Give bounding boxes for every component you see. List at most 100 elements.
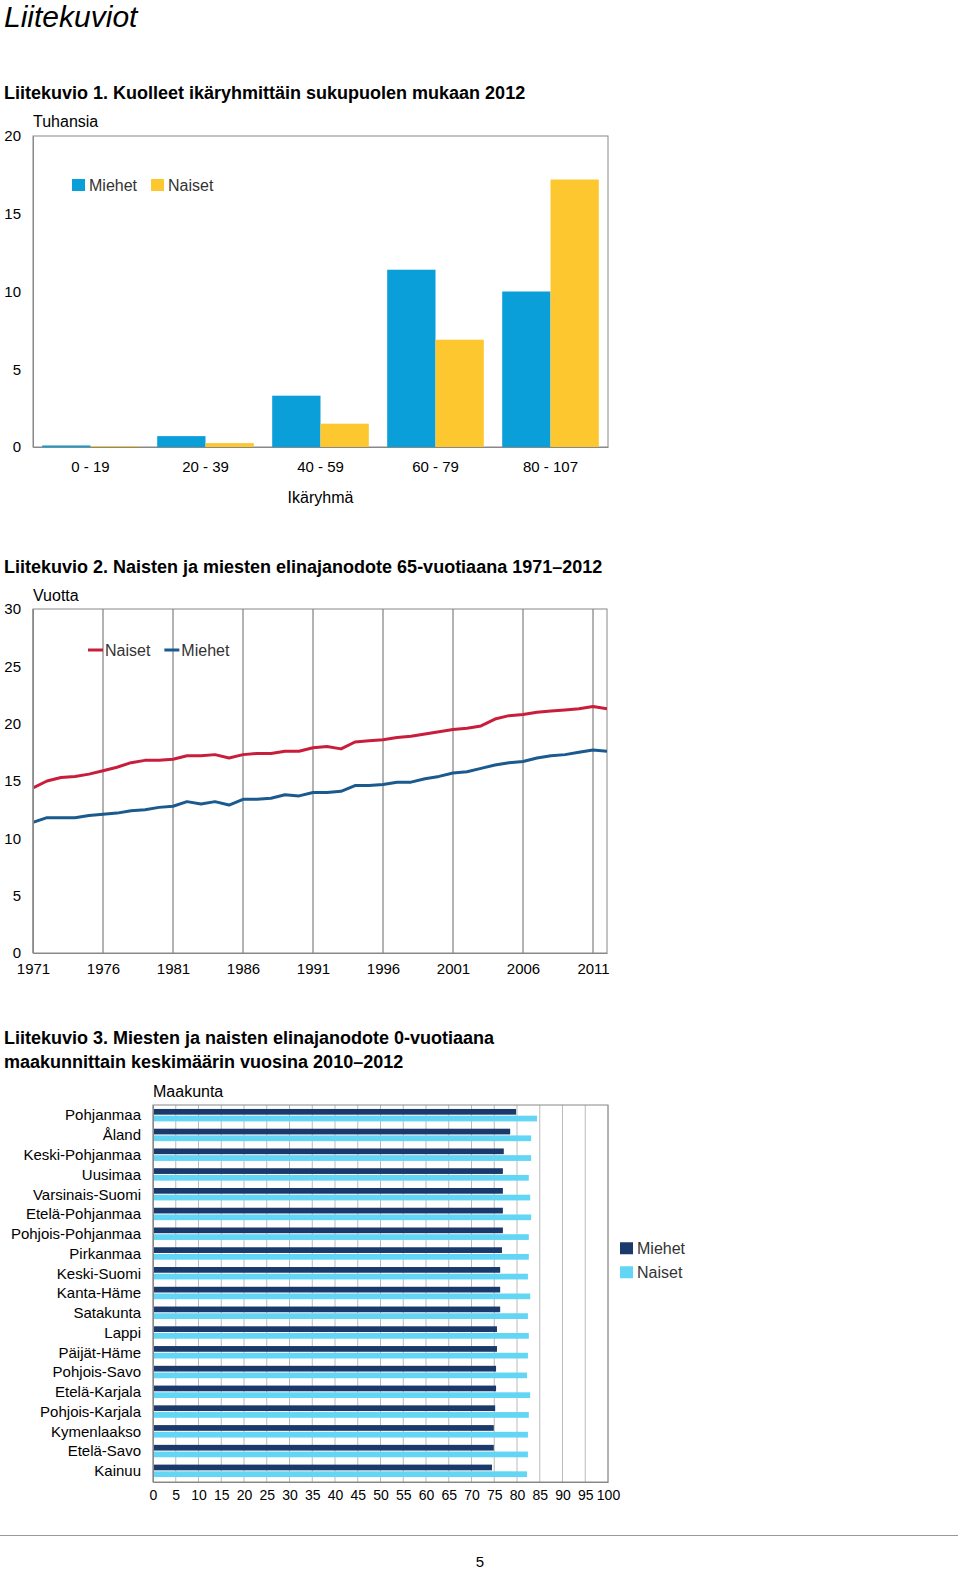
grid — [33, 609, 593, 953]
bar — [153, 1425, 494, 1431]
bar — [502, 292, 550, 448]
bar — [153, 1274, 528, 1280]
tick: 70 — [464, 1482, 480, 1503]
tick-label: 25 — [4, 658, 21, 675]
bar — [153, 1412, 529, 1418]
tick: 1991 — [297, 953, 330, 977]
tick-label: 35 — [305, 1487, 321, 1503]
legend: MiehetNaiset — [72, 177, 214, 194]
tick: 100 — [597, 1482, 621, 1503]
bars — [153, 1109, 537, 1477]
tick: 90 — [555, 1482, 571, 1503]
grid-line — [523, 609, 524, 953]
bar — [153, 1445, 494, 1451]
tick-label: 90 — [555, 1487, 571, 1503]
x-axis: 197119761981198619911996200120062011 — [17, 953, 610, 977]
tick-label: 75 — [487, 1487, 503, 1503]
legend-label: Miehet — [181, 642, 230, 659]
chart: 0510152025301971197619811986199119962001… — [4, 587, 609, 977]
tick-label: 60 - 79 — [412, 458, 459, 475]
legend-item: Miehet — [164, 642, 230, 659]
tick-label: 0 - 19 — [71, 458, 109, 475]
tick-label: Kanta-Häme — [57, 1284, 141, 1301]
tick: 5 — [13, 887, 33, 904]
tick: Keski-Suomi — [57, 1265, 141, 1282]
x-axis: 0 - 1920 - 3940 - 5960 - 7980 - 107 — [34, 448, 609, 475]
tick-label: 2006 — [507, 960, 540, 977]
tick: 60 - 79 — [412, 458, 459, 475]
grid-line — [539, 1105, 540, 1482]
tick-label: 70 — [464, 1487, 480, 1503]
tick: 1971 — [17, 953, 50, 977]
tick: 40 - 59 — [297, 458, 344, 475]
bar — [42, 445, 90, 447]
axis-line — [33, 137, 34, 448]
y-axis: 05101520 — [4, 127, 33, 455]
tick: Etelä-Karjala — [55, 1383, 142, 1400]
tick-label: 80 — [510, 1487, 526, 1503]
bar — [153, 1287, 500, 1293]
bar — [153, 1155, 531, 1161]
tick: Päijät-Häme — [58, 1344, 141, 1361]
tick-label: 10 — [4, 283, 21, 300]
bar — [153, 1254, 529, 1260]
tick: 0 — [13, 438, 33, 455]
legend-item: Naiset — [620, 1264, 683, 1281]
tick-label: 40 - 59 — [297, 458, 344, 475]
tick: 15 — [4, 205, 33, 222]
tick-label: Åland — [103, 1126, 141, 1143]
tick: 60 — [419, 1482, 435, 1503]
tick-label: 1981 — [157, 960, 190, 977]
tick-label: Pirkanmaa — [69, 1245, 141, 1262]
y-axis: PohjanmaaÅlandKeski-PohjanmaaUusimaaVars… — [11, 1106, 154, 1483]
tick-label: Varsinais-Suomi — [33, 1186, 141, 1203]
bar — [153, 1333, 529, 1339]
tick-label: 15 — [214, 1487, 230, 1503]
tick-label: Satakunta — [73, 1304, 141, 1321]
tick-label: 15 — [4, 205, 21, 222]
legend-label: Miehet — [89, 177, 138, 194]
line — [33, 706, 607, 787]
tick: 85 — [532, 1482, 548, 1503]
tick-label: 5 — [172, 1487, 180, 1503]
bar — [153, 1247, 502, 1253]
tick: Uusimaa — [82, 1166, 142, 1183]
tick-label: Etelä-Pohjanmaa — [26, 1205, 142, 1222]
bar — [153, 1168, 503, 1174]
chart-canvas: 051015200 - 1920 - 3940 - 5960 - 7980 - … — [0, 0, 960, 1572]
tick: Etelä-Pohjanmaa — [26, 1205, 142, 1222]
tick-label: 50 — [373, 1487, 389, 1503]
plot-frame — [33, 609, 607, 953]
tick-label: 60 — [419, 1487, 435, 1503]
tick-label: Pohjois-Savo — [53, 1363, 141, 1380]
tick: 2001 — [437, 953, 470, 977]
bar — [436, 340, 484, 447]
chart: 0510152025303540455055606570758085909510… — [11, 1083, 686, 1503]
footer-rule — [0, 1535, 958, 1536]
x-axis: 0510152025303540455055606570758085909510… — [150, 1482, 621, 1503]
tick: Kymenlaakso — [51, 1423, 141, 1440]
bar — [153, 1175, 529, 1181]
tick-label: Pohjois-Karjala — [40, 1403, 142, 1420]
tick: Pirkanmaa — [69, 1245, 141, 1262]
bar — [153, 1116, 537, 1122]
tick: Keski-Pohjanmaa — [23, 1146, 141, 1163]
tick: 1981 — [157, 953, 190, 977]
tick-label: 20 — [4, 127, 21, 144]
tick: 80 — [510, 1482, 526, 1503]
plot-frame — [33, 136, 608, 447]
tick-label: Keski-Pohjanmaa — [23, 1146, 141, 1163]
tick: 10 — [191, 1482, 207, 1503]
grid — [153, 1105, 608, 1482]
bar — [153, 1129, 510, 1135]
tick-label: 1976 — [87, 960, 120, 977]
tick: 10 — [4, 830, 33, 847]
legend-item: Naiset — [88, 642, 151, 659]
tick-label: 1991 — [297, 960, 330, 977]
bar — [157, 436, 205, 447]
tick-label: 30 — [4, 600, 21, 617]
page-number: 5 — [0, 1553, 960, 1570]
chart-title: Liitekuvio 2. Naisten ja miesten elinaja… — [4, 555, 954, 579]
tick: 5 — [172, 1482, 180, 1503]
bar — [153, 1294, 530, 1300]
